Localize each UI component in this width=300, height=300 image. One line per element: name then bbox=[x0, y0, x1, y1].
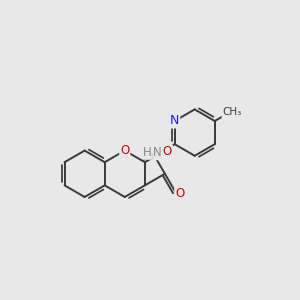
Text: H: H bbox=[143, 146, 152, 159]
Text: O: O bbox=[120, 144, 129, 157]
Text: N: N bbox=[170, 115, 179, 128]
Text: O: O bbox=[175, 187, 184, 200]
Text: CH₃: CH₃ bbox=[222, 107, 242, 117]
Text: O: O bbox=[163, 145, 172, 158]
Text: N: N bbox=[153, 146, 162, 159]
